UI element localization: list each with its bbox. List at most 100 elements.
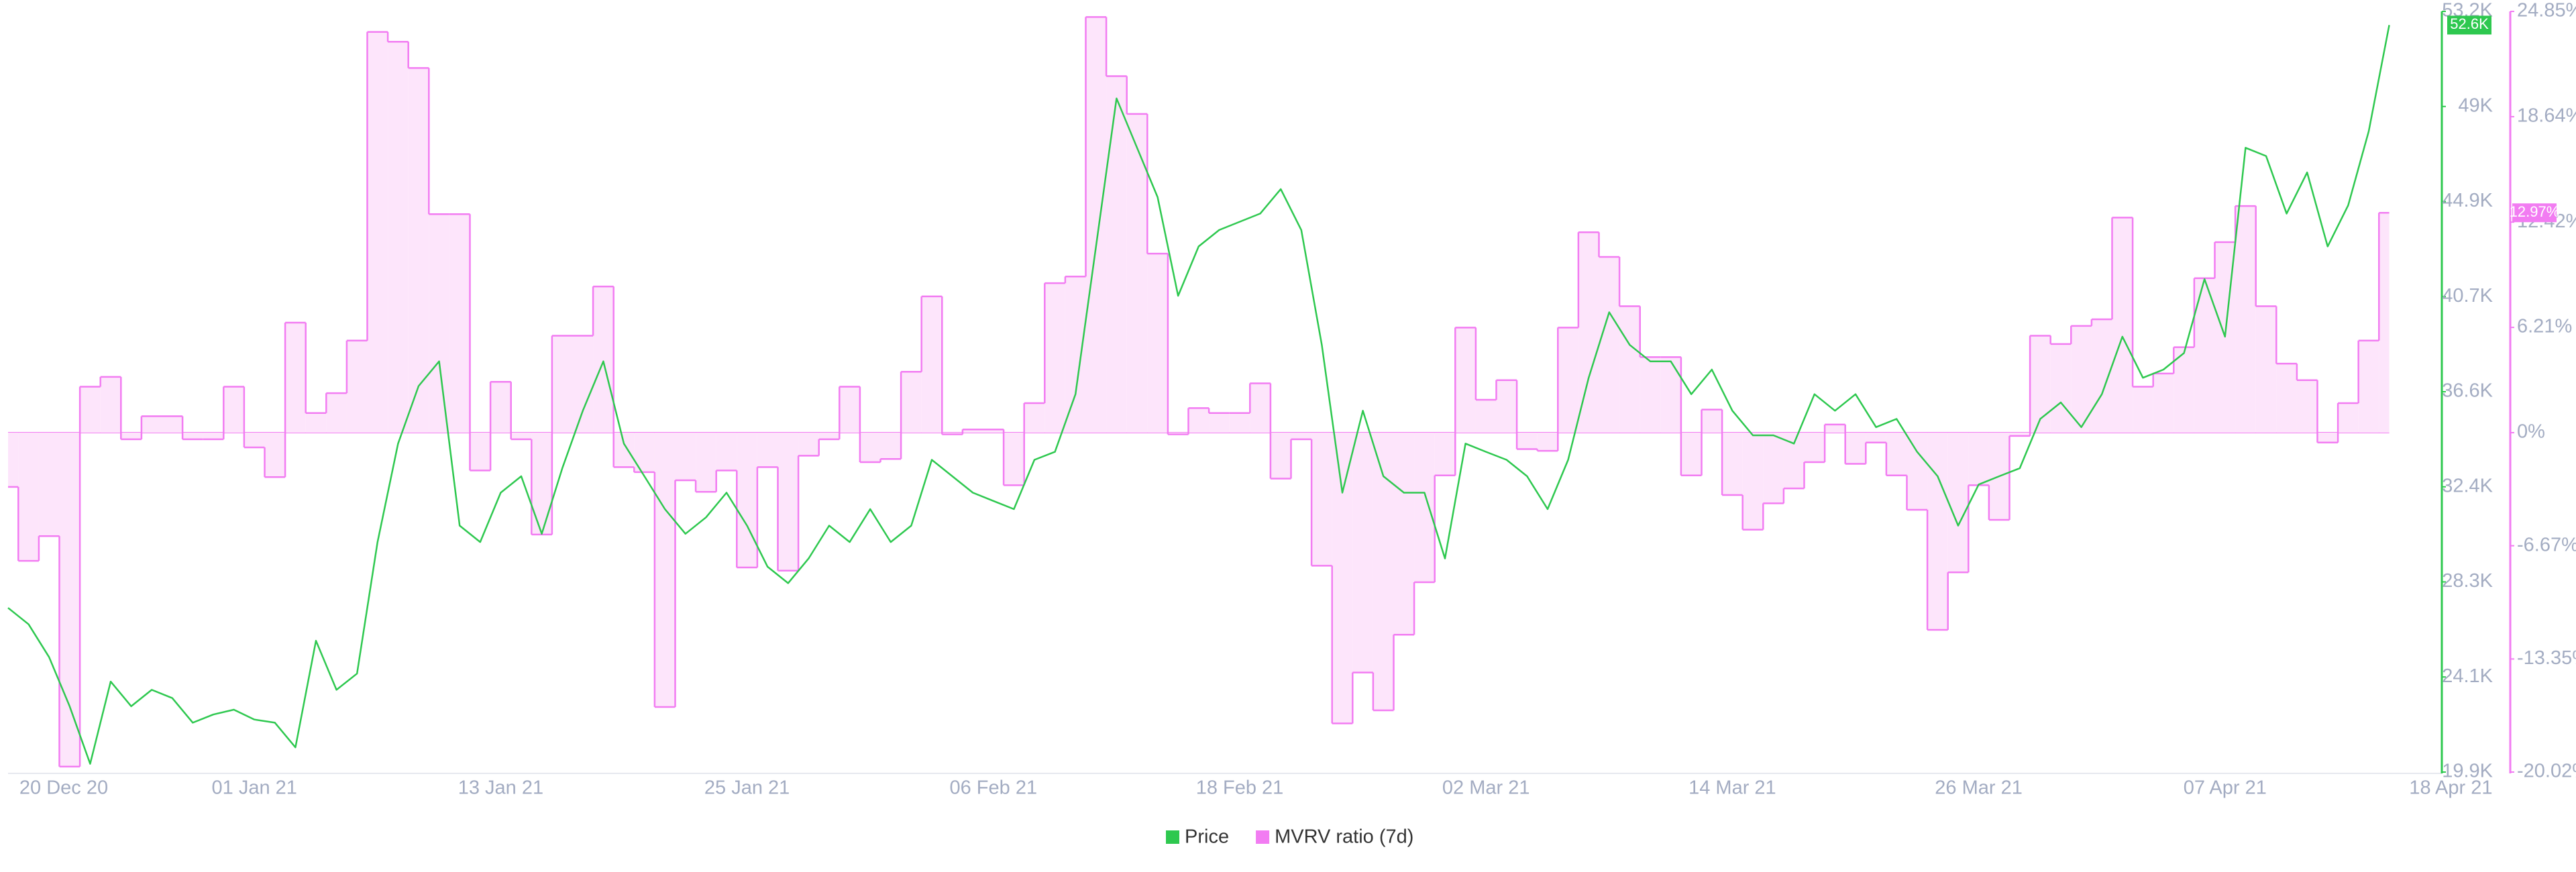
area-segment [1578, 232, 1599, 433]
area-segment [2276, 364, 2297, 433]
area-segment [141, 416, 162, 433]
x-tick-label: 20 Dec 20 [19, 777, 108, 799]
area-segment [962, 429, 983, 433]
area-segment [613, 433, 635, 468]
area-segment [1927, 433, 1948, 630]
area-segment [182, 433, 203, 439]
y2-tick-label: 24.85% [2517, 0, 2576, 21]
area-segment [1619, 306, 1640, 433]
x-tick-label: 14 Mar 21 [1688, 777, 1776, 799]
area-segment [223, 386, 244, 433]
area-segment [470, 433, 491, 471]
area-segment [1804, 433, 1825, 463]
area-segment [264, 433, 286, 478]
y2-tick-label: 18.64% [2517, 105, 2576, 127]
area-segment [551, 335, 573, 433]
area-segment [100, 376, 121, 433]
area-segment [1825, 424, 1845, 433]
area-segment [757, 433, 778, 468]
x-tick-label: 06 Feb 21 [949, 777, 1037, 799]
y2-tick-label: 0% [2517, 421, 2545, 443]
area-segment [901, 372, 922, 433]
area-segment [285, 323, 306, 433]
area-segment [1250, 383, 1271, 433]
badge-label: 12.97% [2510, 203, 2560, 220]
area-segment [1147, 254, 1168, 433]
area-segment [2296, 380, 2318, 433]
area-segment [1907, 433, 1928, 510]
area-segment [18, 433, 39, 561]
area-segment [1496, 380, 1517, 433]
area-segment [839, 386, 860, 433]
x-tick-label: 26 Mar 21 [1935, 777, 2023, 799]
area-segment [1024, 403, 1045, 433]
area-segment [818, 433, 840, 439]
area-segment [1270, 433, 1291, 479]
area-segment [1332, 433, 1353, 724]
x-tick-label: 18 Apr 21 [2409, 777, 2492, 799]
area-segment [490, 382, 511, 433]
y-tick-label: 44.9K [2442, 190, 2493, 211]
area-segment [531, 433, 552, 535]
area-segment [511, 433, 532, 439]
area-segment [2009, 433, 2031, 436]
area-segment [1742, 433, 1764, 530]
y2-tick-label: 6.21% [2517, 316, 2572, 337]
legend-swatch [1256, 830, 1270, 844]
legend-swatch [1166, 830, 1179, 844]
area-segment [593, 286, 614, 433]
area-segment [2112, 217, 2133, 433]
area-segment [1414, 433, 1435, 582]
area-segment [1722, 433, 1743, 496]
area-segment [8, 433, 19, 487]
y-tick-label: 49K [2458, 95, 2493, 116]
area-segment [1004, 433, 1024, 486]
area-segment [737, 433, 757, 567]
area-segment [2133, 386, 2153, 433]
area-segment [1209, 413, 1230, 433]
area-segment [2050, 343, 2072, 433]
area-segment [1763, 433, 1784, 504]
area-segment [921, 296, 943, 433]
x-tick-label: 02 Mar 21 [1442, 777, 1530, 799]
legend-label: Price [1185, 826, 1229, 848]
area-segment [1640, 357, 1661, 433]
area-segment [1947, 433, 1969, 573]
area-segment [654, 433, 676, 707]
y2-tick-label: -20.02% [2517, 761, 2576, 782]
area-segment [2255, 306, 2277, 433]
y-tick-label: 36.6K [2442, 380, 2493, 402]
area-segment [1680, 433, 1702, 476]
area-segment [983, 429, 1004, 433]
y-tick-label: 40.7K [2442, 285, 2493, 307]
area-segment [1044, 283, 1065, 433]
area-segment [1866, 433, 1886, 443]
x-tick-label: 25 Jan 21 [704, 777, 790, 799]
area-segment [2235, 206, 2256, 433]
area-segment [1845, 433, 1866, 464]
area-segment [2338, 403, 2359, 433]
y2-tick-label: -6.67% [2517, 534, 2576, 555]
area-segment [429, 214, 449, 433]
y-tick-label: 28.3K [2442, 570, 2493, 592]
y-tick-label: 32.4K [2442, 475, 2493, 496]
area-segment [203, 433, 224, 439]
x-tick-label: 13 Jan 21 [458, 777, 543, 799]
area-segment [121, 433, 142, 439]
area-segment [1517, 433, 1538, 449]
area-segment [696, 433, 716, 492]
area-segment [2030, 335, 2051, 433]
area-segment [244, 433, 265, 448]
area-segment [326, 393, 347, 433]
x-tick-label: 01 Jan 21 [212, 777, 297, 799]
area-segment [798, 433, 819, 456]
area-segment [880, 433, 902, 459]
area-segment [2379, 213, 2390, 433]
price-line [7, 25, 2390, 765]
area-segment [1660, 357, 1681, 433]
area-segment [1599, 256, 1620, 433]
area-segment [716, 433, 737, 471]
area-segment [1352, 433, 1373, 673]
